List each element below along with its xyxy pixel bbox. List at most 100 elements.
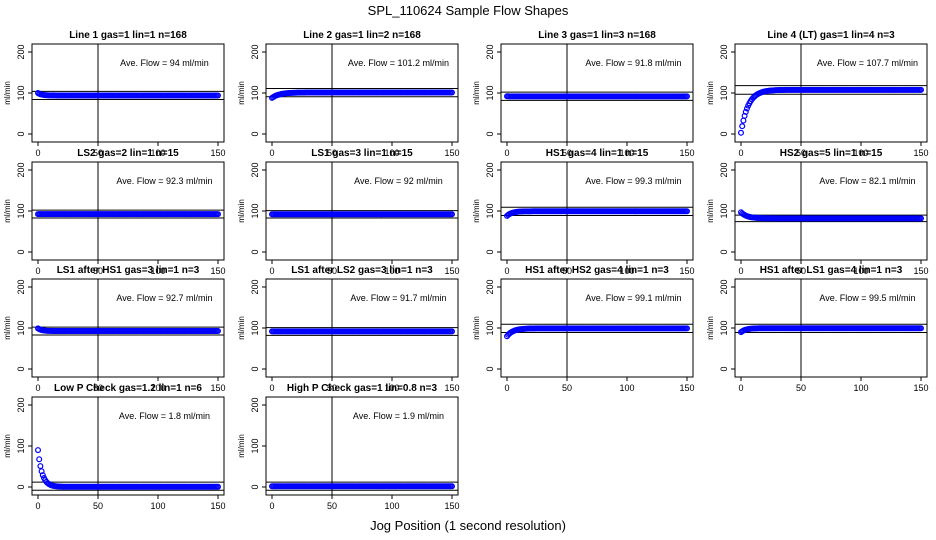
data-series [269,211,456,218]
x-tick-label: 150 [444,501,459,511]
average-flow-annotation: Ave. Flow = 99.3 ml/min [585,176,681,186]
data-point [917,325,924,332]
y-tick-label: 100 [719,85,729,100]
x-tick-label: 150 [444,148,459,158]
y-tick-label: 200 [250,44,260,59]
panel-title: Line 4 (LT) gas=1 lin=4 n=3 [767,30,895,41]
chart-panel-1: Line 1 gas=1 lin=1 n=168 0 100 200 0 50 100 150… [3,30,226,158]
y-tick-label: 0 [485,131,495,136]
x-tick-label: 0 [35,501,40,511]
y-tick-label: 0 [16,249,26,254]
x-tick-label: 100 [384,148,399,158]
chart-panel-10: LS1 after LS2 gas=3 lin=1 n=3 0 100 200 0 50 1… [237,265,460,393]
x-tick-label: 100 [384,501,399,511]
y-tick-label: 100 [16,203,26,218]
x-tick-label: 150 [679,266,694,276]
y-tick-label: 200 [16,44,26,59]
y-tick-label: 0 [250,484,260,489]
y-axis-label: ml/min [237,81,246,105]
chart-panel-11: HS1 after HS2 gas=4 lin=1 n=3 0 100 200 0 50 1… [472,265,695,393]
x-tick-label: 50 [562,266,572,276]
x-tick-label: 50 [327,148,337,158]
x-tick-label: 50 [327,383,337,393]
average-flow-annotation: Ave. Flow = 99.5 ml/min [819,293,915,303]
y-tick-label: 0 [250,131,260,136]
average-flow-annotation: Ave. Flow = 82.1 ml/min [819,176,915,186]
y-tick-label: 100 [485,203,495,218]
x-tick-label: 100 [150,266,165,276]
x-tick-label: 150 [444,266,459,276]
data-point [737,129,744,136]
chart-panel-3: Line 3 gas=1 lin=3 n=168 0 100 200 0 50 100 150… [472,30,695,158]
data-series [269,483,456,490]
y-tick-label: 0 [16,131,26,136]
panel-title: HS2 gas=5 lin=1 n=15 [780,148,883,159]
panel-title: Line 1 gas=1 lin=1 n=168 [69,30,187,41]
average-flow-annotation: Ave. Flow = 92.7 ml/min [116,293,212,303]
average-flow-annotation: Ave. Flow = 101.2 ml/min [348,58,449,68]
data-point [683,325,690,332]
y-tick-label: 100 [250,438,260,453]
x-tick-label: 50 [562,148,572,158]
data-point [39,472,46,479]
y-axis-label: ml/min [3,434,12,458]
y-tick-label: 200 [485,44,495,59]
data-series [269,89,456,101]
y-tick-label: 0 [719,249,729,254]
y-tick-label: 200 [719,162,729,177]
data-point [215,327,222,334]
chart-panel-4: Line 4 (LT) gas=1 lin=4 n=3 0 100 200 0 50 100… [706,30,929,158]
data-point [449,211,456,218]
y-tick-label: 100 [16,438,26,453]
data-point [917,215,924,222]
y-tick-label: 100 [250,203,260,218]
y-tick-label: 0 [250,249,260,254]
x-tick-label: 150 [444,383,459,393]
x-tick-label: 150 [679,383,694,393]
data-series [737,86,924,136]
data-series [34,447,222,490]
x-tick-label: 100 [150,148,165,158]
data-series [34,325,222,334]
x-tick-label: 0 [504,148,509,158]
y-axis-label: ml/min [237,199,246,223]
y-tick-label: 200 [719,44,729,59]
y-axis-label: ml/min [237,434,246,458]
x-tick-label: 100 [150,383,165,393]
data-point [36,456,43,463]
x-tick-label: 0 [738,148,743,158]
data-point [683,208,690,215]
data-point [449,328,456,335]
panel-title: High P Check gas=1 lin=0.8 n=3 [287,383,438,394]
x-tick-label: 150 [679,148,694,158]
x-tick-label: 150 [210,501,225,511]
x-tick-label: 150 [913,148,928,158]
y-tick-label: 0 [250,366,260,371]
y-tick-label: 0 [485,366,495,371]
data-point [215,92,222,99]
average-flow-annotation: Ave. Flow = 1.8 ml/min [119,411,210,421]
data-point [37,463,44,470]
data-point [449,483,456,490]
chart-panel-7: HS1 gas=4 lin=1 n=15 0 100 200 0 50 100 150 ml/m… [472,148,695,276]
x-tick-label: 100 [853,266,868,276]
x-tick-label: 50 [796,383,806,393]
y-tick-label: 200 [485,279,495,294]
x-tick-label: 0 [35,148,40,158]
y-tick-label: 200 [719,279,729,294]
x-tick-label: 150 [913,383,928,393]
y-tick-label: 200 [250,162,260,177]
y-axis-label: ml/min [472,199,481,223]
panel-title: HS1 after LS1 gas=4 lin=1 n=3 [760,265,903,276]
chart-panel-8: HS2 gas=5 lin=1 n=15 0 100 200 0 50 100 150 ml/m… [706,148,929,276]
x-tick-label: 0 [738,266,743,276]
x-tick-label: 150 [210,148,225,158]
y-tick-label: 100 [485,320,495,335]
panel-title: LS2 gas=2 lin=1 n=15 [77,148,179,159]
y-tick-label: 0 [719,131,729,136]
x-tick-label: 0 [269,148,274,158]
x-tick-label: 0 [269,501,274,511]
data-series [737,325,924,336]
